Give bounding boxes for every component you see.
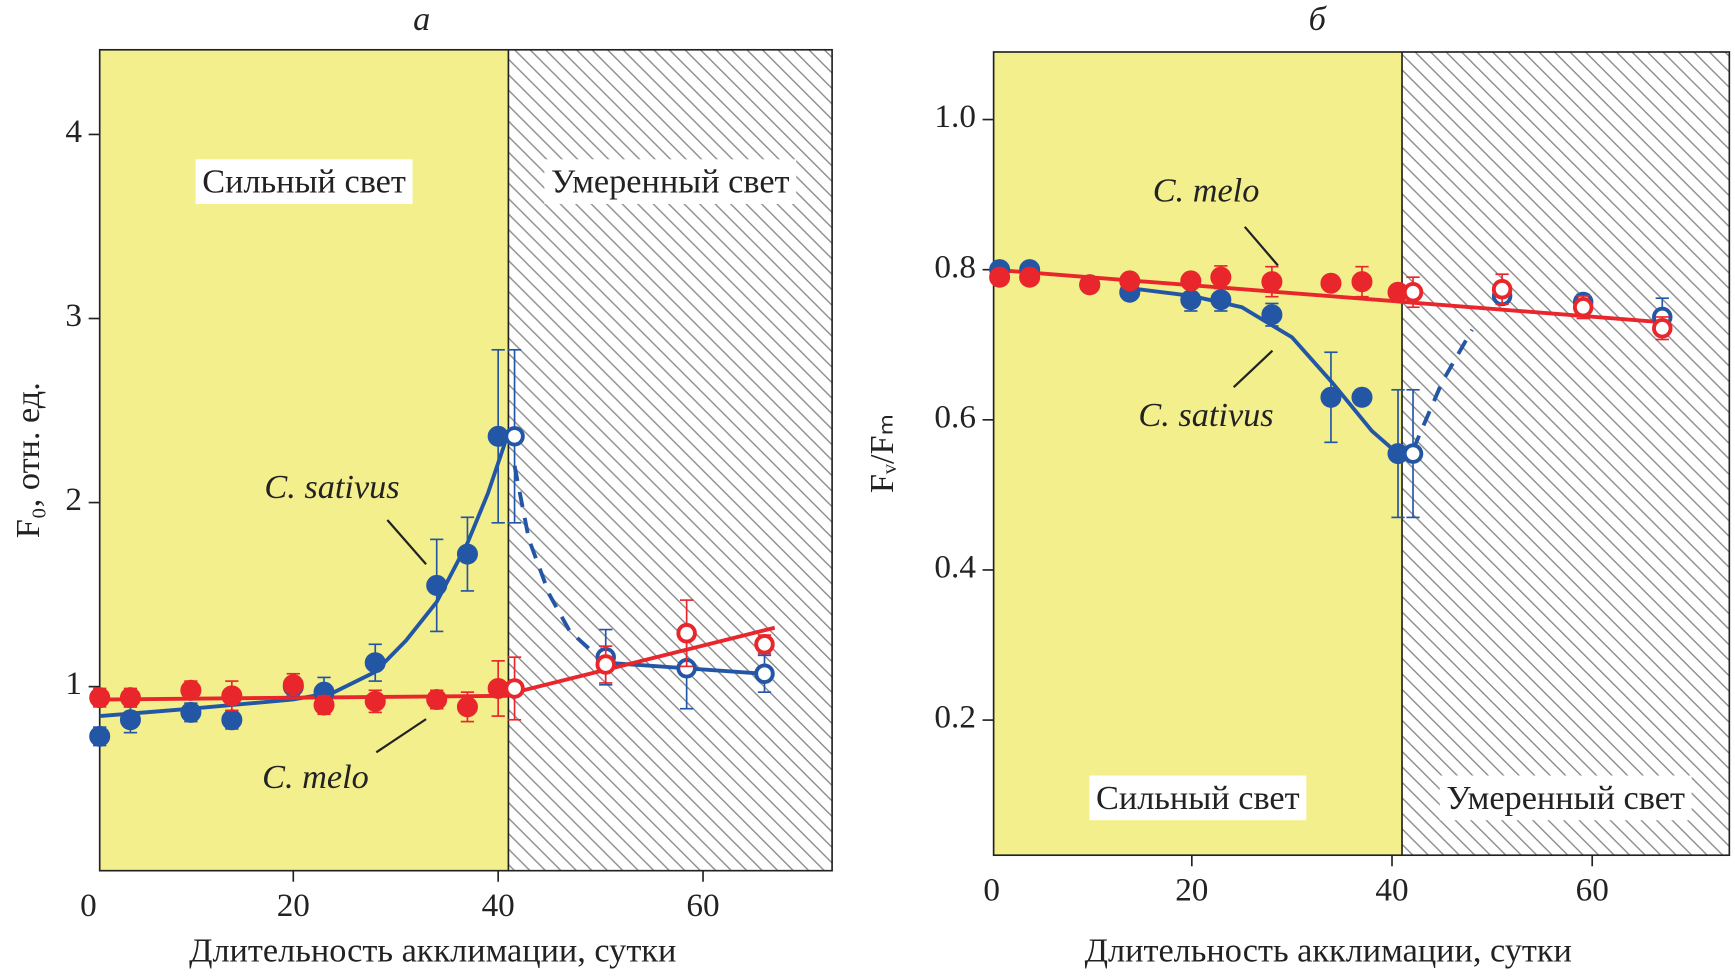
point [754,634,775,655]
fit-line [512,465,592,652]
point [1079,274,1101,296]
series-label: C. melo [1153,171,1260,209]
point [1572,296,1594,318]
y-tick-label: 0.8 [934,248,975,285]
y-tick-label: 1.0 [934,98,975,135]
point [426,574,448,596]
region-label: Умеренный свет [551,163,790,201]
point [1261,304,1283,326]
point [180,679,202,701]
y-axis-label: Fᵥ/Fₘ [863,414,901,493]
series-label-box [1133,396,1279,435]
x-tick-label: 40 [482,887,515,924]
fit-line [507,625,776,696]
point [119,709,141,731]
y-axis-label: F₀, отн. ед. [9,382,47,538]
point [1491,278,1513,300]
x-tick-label: 0 [983,871,1000,908]
region-label: Умеренный свет [1446,779,1685,817]
point [754,663,775,684]
x-tick-label: 0 [80,887,97,924]
point [221,709,243,731]
point [595,654,616,675]
y-tick-label: 2 [65,481,82,518]
point [1320,386,1342,408]
point [1019,266,1041,288]
point [504,426,525,447]
point [1402,281,1424,303]
series-label-box [1148,171,1264,210]
point [1210,266,1232,288]
annotation-pointer [375,718,427,754]
point [1180,289,1202,311]
point [221,685,243,707]
x-tick-label: 60 [686,887,719,924]
point [119,687,141,709]
x-axis-label: Длительность акклимации, сутки [189,932,676,970]
point [1210,289,1232,311]
y-tick-label: 0.4 [934,549,976,586]
x-tick-label: 40 [1375,871,1408,908]
region-label-box [1439,775,1692,821]
point [1652,318,1673,339]
point [1320,272,1342,294]
frame [992,51,1731,857]
point [89,725,111,747]
panel-title: а [413,0,430,38]
y-tick-label: 0.6 [934,398,975,435]
region-label-box [544,159,797,204]
point [180,701,202,723]
x-tick-label: 20 [277,887,310,924]
x-tick-label: 60 [1576,871,1609,908]
x-axis-label: Длительность акклимации, сутки [1085,932,1572,970]
y-tick-label: 0.2 [934,699,975,736]
point [989,266,1011,288]
point [364,652,386,674]
series-label-box [257,757,374,796]
point [1119,270,1141,292]
point [1180,270,1202,292]
point [313,694,335,716]
region-label: Сильный свет [1096,779,1300,817]
fit-line [993,267,1663,325]
frame [98,48,833,872]
point [1351,271,1373,293]
series-label-box [259,467,405,506]
x-tick-label: 20 [1175,871,1208,908]
panel-title: б [1309,0,1328,38]
point [426,689,448,711]
region-label-box [1089,775,1307,821]
point [364,690,386,712]
series-label: C. melo [262,758,369,796]
region-label: Сильный свет [202,163,406,201]
point [1351,386,1373,408]
fit-line [1411,328,1474,451]
point [456,543,478,565]
series-label: C. sativus [264,468,399,506]
point [504,678,525,699]
y-tick-label: 3 [65,297,82,334]
point [89,687,111,709]
point [676,623,697,644]
point [1402,443,1424,464]
fit-line [99,432,511,719]
point [456,696,478,718]
point [282,674,304,696]
series-label: C. sativus [1138,396,1273,434]
y-tick-label: 4 [65,113,82,150]
annotation-pointer [1243,226,1279,267]
annotation-pointer [386,519,427,565]
region-moderate [1402,51,1730,856]
region-label-box [195,159,413,204]
point [1261,271,1283,293]
y-tick-label: 1 [65,665,82,702]
annotation-pointer [1232,349,1274,389]
